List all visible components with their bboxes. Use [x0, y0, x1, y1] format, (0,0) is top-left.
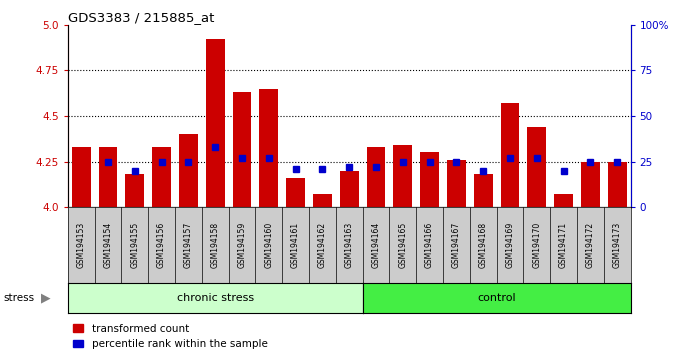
Text: GSM194162: GSM194162	[318, 222, 327, 268]
Bar	[98, 147, 117, 207]
Bar	[206, 39, 224, 207]
Bar	[286, 178, 305, 207]
Text: GSM194160: GSM194160	[264, 222, 273, 268]
Bar	[554, 194, 573, 207]
Bar	[260, 88, 278, 207]
Text: GSM194153: GSM194153	[77, 222, 85, 268]
Legend: transformed count, percentile rank within the sample: transformed count, percentile rank withi…	[73, 324, 268, 349]
Bar	[313, 194, 332, 207]
Text: GSM194166: GSM194166	[425, 222, 434, 268]
Bar	[500, 103, 519, 207]
Bar	[340, 171, 359, 207]
Bar	[527, 127, 546, 207]
Bar	[125, 174, 144, 207]
Bar	[179, 134, 198, 207]
Bar	[420, 153, 439, 207]
Text: GSM194172: GSM194172	[586, 222, 595, 268]
Text: GSM194163: GSM194163	[344, 222, 354, 268]
Bar	[474, 174, 492, 207]
Text: control: control	[477, 293, 516, 303]
Text: GDS3383 / 215885_at: GDS3383 / 215885_at	[68, 11, 214, 24]
Text: GSM194170: GSM194170	[532, 222, 541, 268]
Text: GSM194168: GSM194168	[479, 222, 487, 268]
Text: chronic stress: chronic stress	[177, 293, 254, 303]
Bar	[233, 92, 252, 207]
Bar	[447, 160, 466, 207]
Text: GSM194165: GSM194165	[398, 222, 407, 268]
Bar	[367, 147, 385, 207]
Bar	[393, 145, 412, 207]
Text: GSM194164: GSM194164	[372, 222, 380, 268]
Text: GSM194158: GSM194158	[211, 222, 220, 268]
Text: GSM194157: GSM194157	[184, 222, 193, 268]
Text: GSM194154: GSM194154	[104, 222, 113, 268]
Text: GSM194173: GSM194173	[613, 222, 622, 268]
Bar	[607, 161, 626, 207]
Bar	[72, 147, 91, 207]
Bar	[152, 147, 171, 207]
Text: GSM194159: GSM194159	[237, 222, 247, 268]
Text: GSM194155: GSM194155	[130, 222, 139, 268]
Text: GSM194171: GSM194171	[559, 222, 568, 268]
Text: stress: stress	[3, 293, 35, 303]
Text: ▶: ▶	[41, 292, 51, 305]
Text: GSM194169: GSM194169	[506, 222, 515, 268]
Text: GSM194167: GSM194167	[452, 222, 461, 268]
Text: GSM194156: GSM194156	[157, 222, 166, 268]
Text: GSM194161: GSM194161	[291, 222, 300, 268]
Bar	[581, 161, 600, 207]
